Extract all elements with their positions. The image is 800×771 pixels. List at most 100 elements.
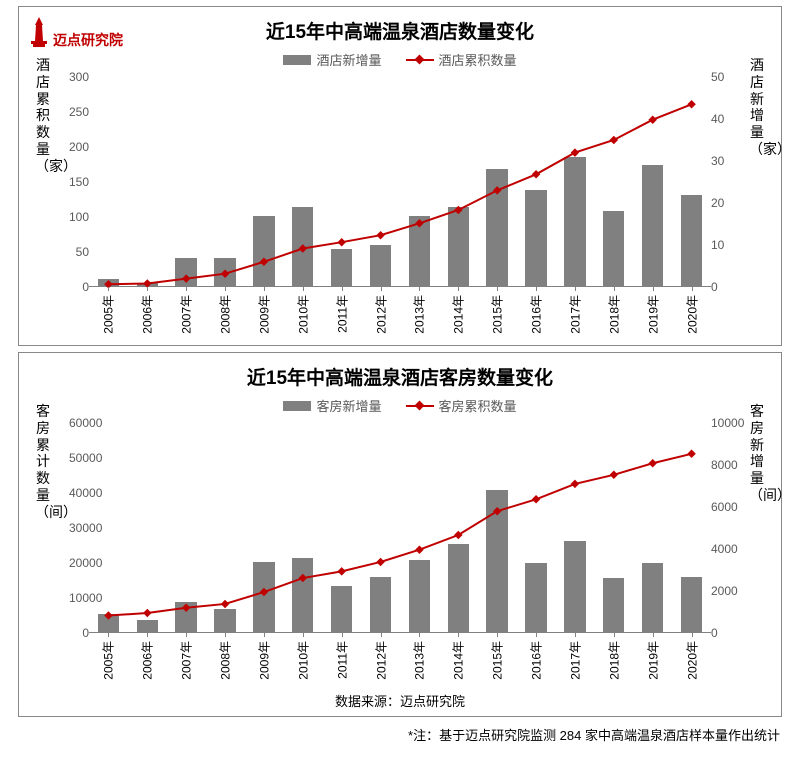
logo-icon	[29, 17, 49, 47]
x-label: 2009年	[255, 295, 272, 334]
line-path	[108, 104, 691, 284]
chart2-legend: 客房新增量 客房累积数量	[19, 396, 781, 415]
legend-line-swatch	[406, 59, 434, 61]
y-ticks-right-2: 0200040006000800010000	[711, 423, 731, 633]
chart1-title: 近15年中高端温泉酒店数量变化	[19, 7, 781, 44]
legend-line-swatch	[406, 405, 434, 407]
line-marker	[454, 206, 463, 214]
x-tick	[147, 287, 148, 291]
line-marker	[493, 186, 502, 194]
y-tick-left: 30000	[69, 521, 89, 535]
y-right-label: 酒店新增量（家）	[749, 57, 765, 158]
line-marker	[687, 450, 696, 458]
legend-line-label: 酒店累积数量	[439, 50, 517, 69]
x-label: 2007年	[178, 641, 195, 680]
x-label: 2017年	[566, 641, 583, 680]
legend-line-item: 客房累积数量	[406, 396, 517, 415]
legend-bar-swatch	[283, 55, 311, 65]
x-tick	[575, 287, 576, 291]
footnote: *注：基于迈点研究院监测 284 家中高端温泉酒店样本量作出统计	[0, 725, 780, 744]
x-label: 2019年	[644, 295, 661, 334]
x-tick	[614, 287, 615, 291]
y-tick-right: 0	[711, 626, 731, 640]
line-marker	[221, 269, 230, 277]
x-tick	[381, 287, 382, 291]
line-marker	[687, 100, 696, 108]
chart-rooms-count: 近15年中高端温泉酒店客房数量变化 客房新增量 客房累积数量 客房累计数量（间）…	[18, 352, 782, 717]
y-tick-right: 10	[711, 238, 731, 252]
x-tick	[458, 287, 459, 291]
legend-line-item: 酒店累积数量	[406, 50, 517, 69]
y-tick-left: 50000	[69, 451, 89, 465]
x-labels-1: 2005年2006年2007年2008年2009年2010年2011年2012年…	[89, 289, 711, 343]
line-marker	[104, 611, 113, 619]
line-marker	[260, 258, 269, 266]
x-label: 2018年	[605, 641, 622, 680]
y-tick-right: 30	[711, 154, 731, 168]
x-label: 2019年	[644, 641, 661, 680]
x-tick	[342, 287, 343, 291]
y-ticks-left-2: 0100002000030000400005000060000	[69, 423, 89, 633]
line-marker	[571, 148, 580, 156]
y-tick-right: 6000	[711, 500, 731, 514]
x-label: 2009年	[255, 641, 272, 680]
y-tick-right: 10000	[711, 416, 731, 430]
y-tick-left: 250	[69, 105, 89, 119]
x-tick	[653, 633, 654, 637]
line-svg-2	[89, 423, 711, 633]
line-marker	[415, 219, 424, 227]
x-tick	[303, 287, 304, 291]
x-tick	[653, 287, 654, 291]
y-tick-left: 60000	[69, 416, 89, 430]
chart2-title: 近15年中高端温泉酒店客房数量变化	[19, 353, 781, 390]
x-tick	[458, 633, 459, 637]
line-marker	[610, 471, 619, 479]
line-marker	[143, 609, 152, 617]
x-label: 2013年	[411, 295, 428, 334]
x-tick	[264, 633, 265, 637]
legend-bar-item: 客房新增量	[283, 396, 381, 415]
x-label: 2011年	[333, 641, 350, 679]
plot-area-2	[89, 423, 711, 633]
y-tick-right: 40	[711, 112, 731, 126]
x-label: 2020年	[683, 641, 700, 680]
line-marker	[182, 274, 191, 282]
line-marker	[337, 567, 346, 575]
x-label: 2013年	[411, 641, 428, 680]
y-tick-left: 50	[69, 245, 89, 259]
legend-bar-label: 酒店新增量	[316, 50, 381, 69]
line-marker	[415, 545, 424, 553]
y-ticks-right-1: 01020304050	[711, 77, 731, 287]
y-tick-right: 20	[711, 196, 731, 210]
data-source: 数据来源：迈点研究院	[19, 691, 781, 710]
line-marker	[299, 244, 308, 252]
y-tick-right: 2000	[711, 584, 731, 598]
line-marker	[532, 495, 541, 503]
y-tick-right: 4000	[711, 542, 731, 556]
line-marker	[337, 238, 346, 246]
x-label: 2018年	[605, 295, 622, 334]
y-ticks-left-1: 050100150200250300	[69, 77, 89, 287]
legend-bar-label: 客房新增量	[316, 396, 381, 415]
y-tick-left: 100	[69, 210, 89, 224]
x-label: 2007年	[178, 295, 195, 334]
line-marker	[610, 136, 619, 144]
line-marker	[648, 115, 657, 123]
plot-area-1	[89, 77, 711, 287]
x-tick	[186, 287, 187, 291]
y-tick-left: 200	[69, 140, 89, 154]
x-label: 2010年	[294, 295, 311, 334]
line-path	[108, 454, 691, 616]
y-left-label: 客房累计数量（间）	[35, 403, 51, 521]
logo-text: 迈点研究院	[53, 33, 123, 47]
x-tick	[147, 633, 148, 637]
x-label: 2020年	[683, 295, 700, 334]
chart1-legend: 酒店新增量 酒店累积数量	[19, 50, 781, 69]
x-labels-2: 2005年2006年2007年2008年2009年2010年2011年2012年…	[89, 635, 711, 689]
line-svg-1	[89, 77, 711, 287]
x-tick	[186, 633, 187, 637]
y-tick-left: 10000	[69, 591, 89, 605]
x-tick	[536, 287, 537, 291]
x-tick	[497, 633, 498, 637]
line-marker	[376, 231, 385, 239]
